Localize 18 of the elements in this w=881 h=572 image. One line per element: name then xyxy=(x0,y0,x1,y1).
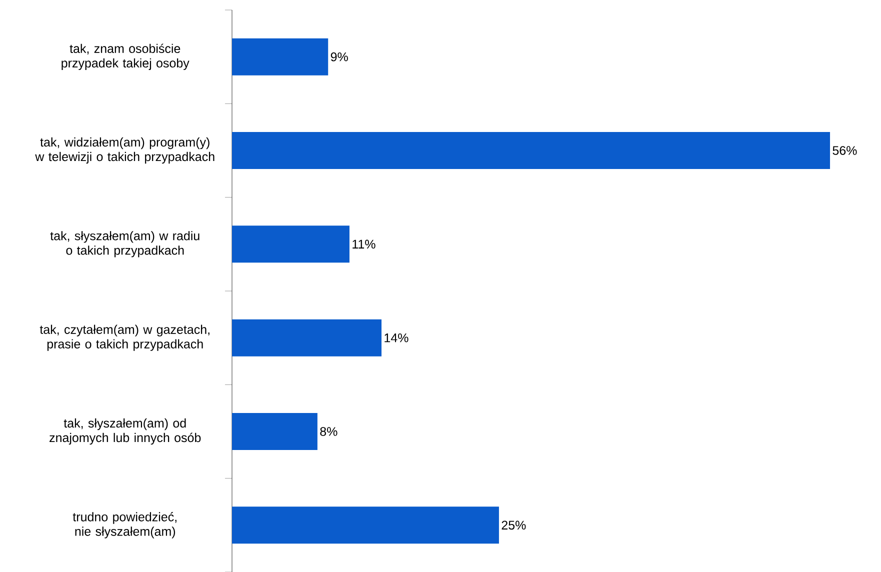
bar xyxy=(232,132,830,170)
bar xyxy=(232,38,328,76)
data-label: 9% xyxy=(330,52,348,62)
y-tick-label: tak, widziałem(am) program(y) w telewizji o takich przypadkach xyxy=(35,137,214,164)
bar xyxy=(232,413,318,450)
bar xyxy=(232,506,499,544)
bar xyxy=(232,226,350,263)
y-tick-label: trudno powiedzieć, nie słyszałem(am) xyxy=(72,512,176,538)
data-label: 8% xyxy=(320,427,338,436)
data-label: 11% xyxy=(352,240,376,249)
data-label: 14% xyxy=(384,333,408,342)
y-tick-label: tak, słyszałem(am) od znajomych lub innych osób xyxy=(50,418,201,445)
bar xyxy=(232,319,382,356)
data-label: 25% xyxy=(502,520,526,530)
y-tick-label: tak, słyszałem(am) w radiu o takich przypadkach xyxy=(50,231,200,258)
y-tick-label: tak, znam osobiście przypadek takiej osoby xyxy=(62,44,190,70)
data-label: 56% xyxy=(832,146,857,155)
y-tick-label: tak, czytałem(am) w gazetach, prasie o takich przypadkach xyxy=(40,324,210,351)
